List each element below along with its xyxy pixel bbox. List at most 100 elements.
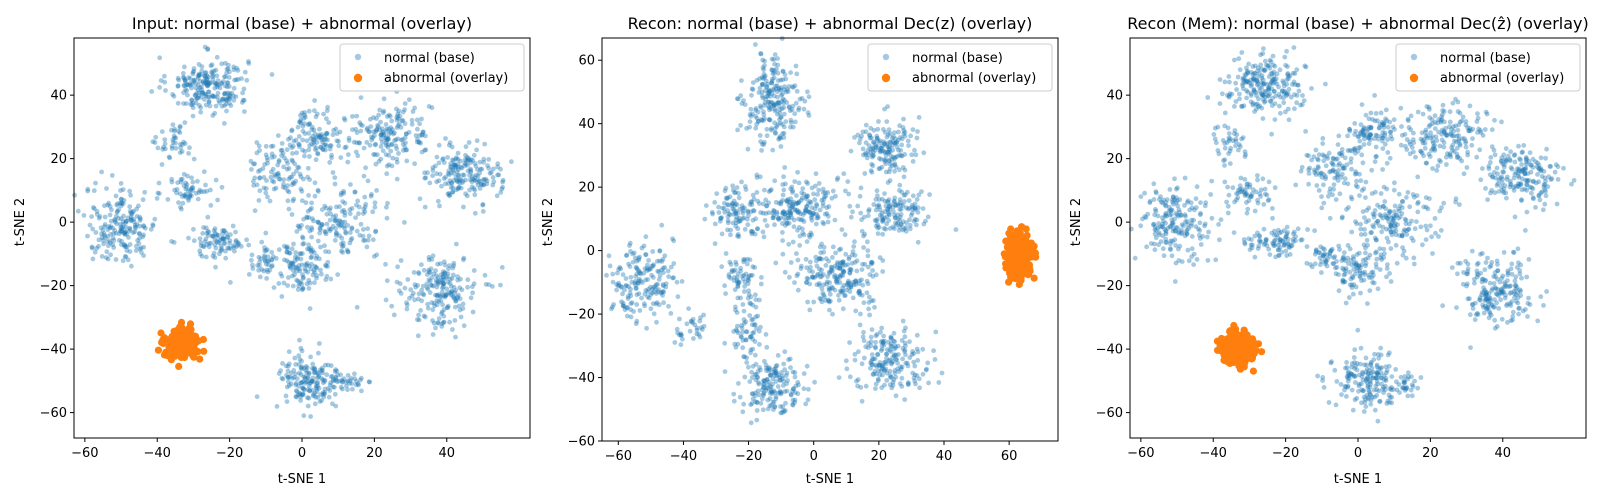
point-normal [1182,212,1188,218]
y-axis-label: t-SNE 2 [1069,198,1084,246]
point-normal [440,302,445,308]
point-normal [340,386,345,392]
point-normal [307,121,312,126]
point-normal [316,350,321,356]
point-normal [1200,234,1206,239]
point-normal [430,332,436,337]
point-normal [1287,252,1293,257]
point-normal [225,66,231,72]
point-normal [165,197,171,202]
point-normal [455,164,461,170]
point-normal [273,185,279,191]
point-normal [372,204,378,210]
point-normal [477,186,483,191]
y-tick-label: 40 [50,89,67,104]
point-normal [94,245,100,251]
point-normal [471,268,477,273]
point-normal [804,280,809,285]
point-normal [298,251,304,257]
point-normal [294,150,299,156]
point-normal [106,243,111,249]
point-normal [868,339,874,345]
point-normal [721,206,727,211]
point-normal [629,300,635,306]
point-normal [884,119,890,124]
point-normal [152,140,158,145]
point-normal [312,131,318,137]
point-normal [257,175,262,181]
point-normal [189,193,194,199]
point-normal [231,64,237,70]
point-normal [390,155,396,161]
point-normal [500,184,505,190]
point-normal [1285,106,1291,112]
point-normal [880,269,886,274]
point-normal [108,224,114,230]
point-normal [437,171,443,177]
point-abnormal [1017,264,1025,272]
point-normal [1211,132,1217,137]
point-normal [1153,208,1159,214]
point-normal [323,231,329,237]
point-normal [235,242,241,248]
point-normal [393,143,399,149]
point-normal [650,249,656,254]
point-normal [472,177,477,183]
point-normal [106,224,112,229]
point-normal [1163,240,1169,245]
point-normal [753,216,759,222]
point-normal [690,316,696,322]
point-normal [206,80,211,85]
point-normal [120,218,126,224]
point-normal [500,179,505,185]
point-normal [99,231,104,237]
point-normal [1230,185,1236,191]
point-normal [318,133,324,139]
point-normal [333,213,339,219]
point-normal [454,169,460,175]
point-normal [648,306,654,312]
point-normal [409,121,415,127]
point-normal [306,147,312,153]
point-normal [1184,227,1190,233]
point-normal [379,131,384,137]
point-normal [830,311,835,317]
point-normal [1212,125,1218,131]
point-normal [119,200,124,206]
point-normal [449,180,454,186]
point-normal [834,278,840,284]
point-normal [1244,88,1249,94]
point-normal [175,100,181,106]
point-normal [206,89,212,95]
point-normal [134,214,140,219]
point-normal [254,394,260,400]
point-normal [342,210,348,216]
point-normal [179,149,185,154]
point-normal [337,223,343,229]
point-normal [152,216,158,222]
point-normal [450,189,456,195]
point-normal [399,118,405,123]
point-normal [204,230,210,236]
point-normal [282,155,287,161]
point-normal [259,239,265,245]
point-normal [1254,106,1259,112]
point-normal [220,79,226,84]
point-normal [302,149,308,154]
point-normal [863,383,869,389]
point-normal [785,221,790,227]
point-normal [1259,75,1265,81]
point-normal [137,223,143,229]
point-normal [297,171,303,177]
point-normal [112,217,118,223]
point-normal [205,47,211,52]
point-normal [190,69,196,75]
point-normal [178,179,184,185]
point-normal [215,240,221,245]
point-normal [305,403,311,409]
point-normal [342,213,348,218]
point-normal [813,221,819,227]
point-normal [442,262,448,268]
point-normal [780,69,786,74]
point-normal [349,226,355,232]
